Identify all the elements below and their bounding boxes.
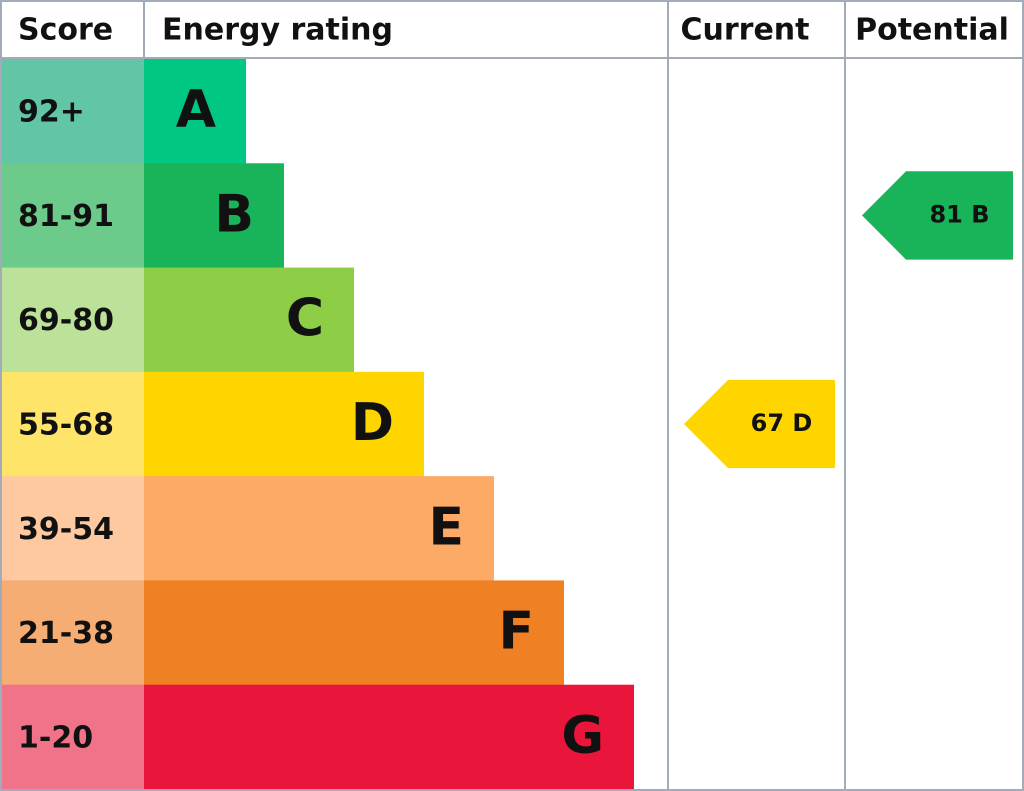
score-range: 55-68 — [18, 408, 114, 443]
header-rating: Energy rating — [162, 13, 393, 48]
current-score: 67 — [751, 409, 784, 437]
header-score: Score — [18, 13, 113, 48]
score-range: 81-91 — [18, 199, 114, 234]
rating-bar — [144, 267, 354, 373]
rating-letter: A — [176, 80, 216, 140]
potential-score: 81 — [929, 200, 962, 228]
score-cell — [1, 476, 144, 581]
score-range: 69-80 — [18, 303, 114, 338]
score-cell — [1, 59, 144, 164]
score-range: 39-54 — [18, 512, 114, 547]
score-cell — [1, 371, 144, 477]
rating-bar — [144, 59, 246, 164]
rating-letter: F — [498, 602, 534, 662]
rating-letter: B — [214, 184, 254, 244]
rating-letter: G — [561, 706, 604, 766]
score-range: 1-20 — [18, 720, 93, 755]
score-cell — [1, 163, 144, 269]
rating-letter: C — [286, 289, 324, 349]
header-potential: Potential — [855, 13, 1009, 48]
score-range: 92+ — [18, 95, 85, 130]
rating-bar — [144, 580, 564, 686]
score-range: 21-38 — [18, 616, 114, 651]
current-arrow — [684, 379, 835, 469]
rating-bar — [144, 163, 284, 269]
current-rating: D — [792, 409, 812, 437]
potential-arrow — [862, 171, 1013, 260]
rating-letter: D — [351, 393, 394, 453]
rating-bar — [144, 684, 634, 790]
rating-letter: E — [428, 497, 464, 557]
rating-bar — [144, 371, 424, 477]
score-cell — [1, 684, 144, 790]
current-label: 67 D — [751, 409, 813, 437]
score-cell — [1, 267, 144, 373]
score-cell — [1, 580, 144, 686]
rating-bar — [144, 476, 494, 581]
potential-rating: B — [971, 200, 989, 228]
potential-label: 81 B — [929, 200, 989, 228]
header-current: Current — [680, 13, 809, 48]
